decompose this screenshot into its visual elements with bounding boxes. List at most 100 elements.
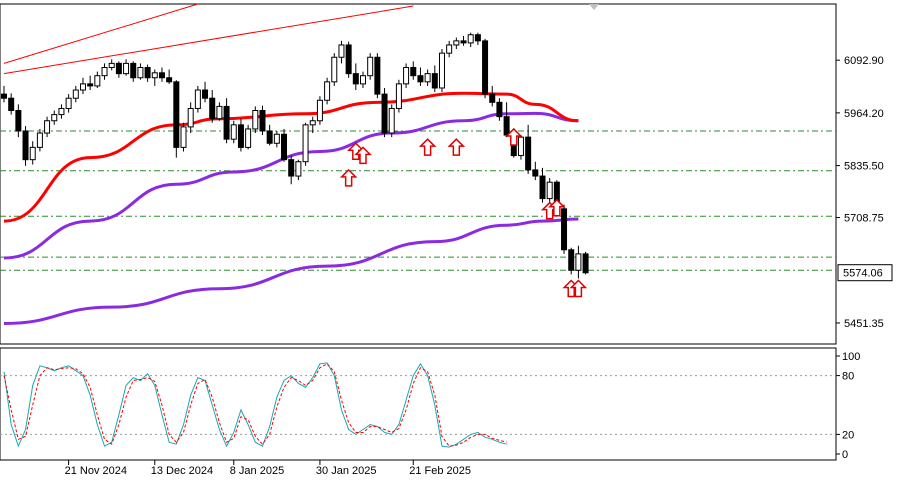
- candle: [395, 79, 402, 113]
- candle: [173, 80, 180, 158]
- fractal-up-arrow-icon: [418, 138, 437, 156]
- candle-body: [36, 132, 43, 148]
- candle: [194, 85, 201, 113]
- candle-body: [309, 120, 316, 126]
- candle: [374, 53, 381, 99]
- candle: [460, 35, 467, 46]
- candle-body: [101, 66, 108, 77]
- candle-body: [44, 120, 51, 134]
- price-tick-label: 5708.75: [844, 213, 884, 225]
- candle: [388, 104, 395, 138]
- candle: [230, 120, 237, 144]
- candle-body: [230, 124, 237, 140]
- trend-line-0: [3, 3, 199, 64]
- candle: [151, 69, 158, 86]
- candle-body: [496, 101, 503, 118]
- candle: [273, 130, 280, 148]
- candle-body: [237, 124, 244, 148]
- ma-long-line: [3, 217, 579, 326]
- candle: [22, 126, 29, 166]
- candle: [72, 85, 79, 103]
- candle-body: [144, 66, 151, 79]
- candle-body: [8, 97, 15, 112]
- candle-body: [87, 83, 94, 87]
- candle-body: [295, 161, 302, 177]
- candle: [453, 37, 460, 50]
- candle: [130, 61, 137, 82]
- candle: [202, 81, 209, 103]
- candle-body: [331, 56, 338, 83]
- candle-body: [561, 208, 568, 251]
- candle-body: [374, 56, 381, 95]
- candle-body: [151, 72, 158, 79]
- trend-lines: [3, 3, 414, 75]
- candle-body: [51, 114, 58, 122]
- candle: [51, 110, 58, 125]
- candle-body: [22, 130, 29, 161]
- candle: [338, 40, 345, 64]
- candle-body: [467, 34, 474, 44]
- candle-body: [438, 52, 445, 89]
- candle-body: [209, 97, 216, 120]
- oscillator-axis: 100 80 20 0: [836, 351, 860, 461]
- candle-body: [546, 181, 553, 200]
- time-tick-label: 21 Feb 2025: [409, 465, 471, 477]
- candle: [281, 128, 288, 162]
- fractal-up-arrow-icon: [548, 198, 566, 217]
- candle-body: [403, 66, 410, 85]
- candle-body: [324, 81, 331, 101]
- candle: [582, 251, 589, 275]
- candle: [525, 124, 532, 174]
- candle: [180, 122, 187, 152]
- candle: [367, 53, 374, 80]
- candle-body: [338, 44, 345, 58]
- candle: [532, 161, 539, 181]
- candle-body: [316, 99, 323, 122]
- candle-body: [417, 75, 424, 83]
- candle-body: [223, 105, 230, 140]
- candle: [403, 63, 410, 88]
- candle: [316, 96, 323, 125]
- candle: [410, 61, 417, 80]
- candle-body: [266, 130, 273, 144]
- candle: [29, 141, 36, 165]
- candle-body: [65, 97, 72, 109]
- moving-averages: [3, 91, 579, 326]
- candle: [352, 63, 359, 91]
- price-panel-frame: [0, 3, 837, 345]
- candle: [8, 93, 15, 115]
- candle: [108, 59, 115, 71]
- candle-body: [525, 136, 532, 171]
- price-tick-label: 6092.90: [844, 55, 884, 67]
- fractal-up-arrow-icon: [339, 168, 358, 187]
- candle-body: [216, 105, 223, 120]
- candle-body: [367, 56, 374, 77]
- candle: [223, 98, 230, 144]
- candle: [94, 71, 101, 88]
- candle-body: [259, 110, 266, 132]
- trend-line-1: [3, 5, 414, 75]
- candle-body: [446, 44, 453, 54]
- candle-body: [166, 77, 173, 83]
- candle-body: [187, 107, 194, 128]
- scroll-marker-icon[interactable]: [589, 4, 599, 10]
- candle: [187, 102, 194, 134]
- candle: [568, 247, 575, 275]
- candle-body: [173, 81, 180, 148]
- candle: [467, 32, 474, 48]
- candle-body: [130, 62, 137, 79]
- candle: [65, 94, 72, 113]
- candle-body: [395, 83, 402, 109]
- oscillator-tick-label: 0: [842, 449, 848, 461]
- ma-fast-line: [3, 91, 579, 223]
- candle: [431, 65, 438, 93]
- horizontal-levels: [0, 130, 836, 271]
- fractal-up-arrow-icon: [354, 146, 372, 165]
- candle-body: [180, 126, 187, 148]
- candle: [237, 118, 244, 152]
- candle: [166, 69, 173, 84]
- candle-body: [288, 159, 295, 177]
- candle: [489, 85, 496, 107]
